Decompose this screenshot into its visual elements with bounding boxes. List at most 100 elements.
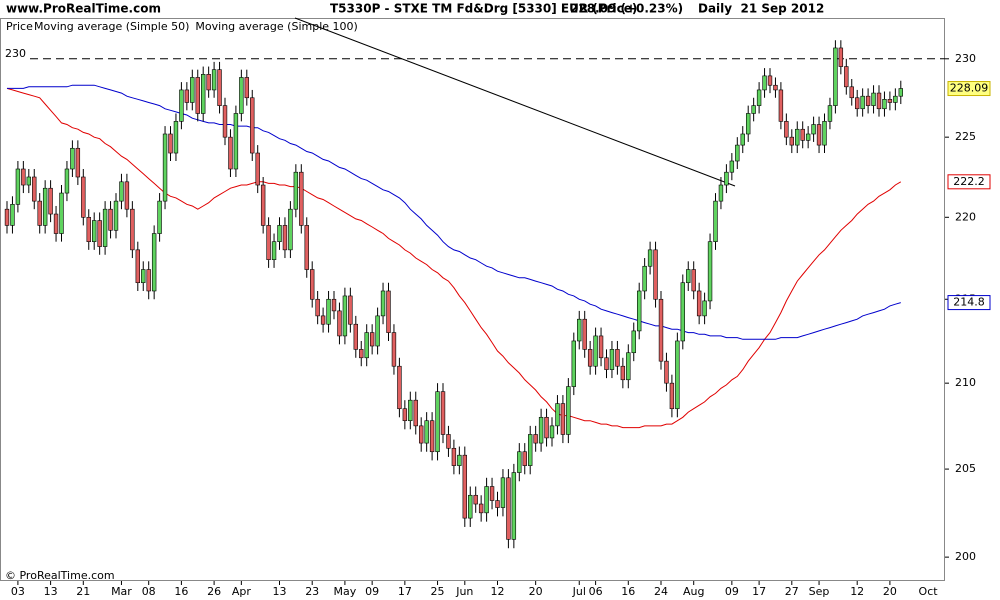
candle-body bbox=[707, 241, 713, 302]
candle-body bbox=[544, 416, 549, 439]
candle-body bbox=[587, 349, 593, 367]
candle-body bbox=[462, 454, 467, 519]
candle-body bbox=[669, 382, 675, 410]
candle-body bbox=[141, 269, 146, 284]
candle-body bbox=[636, 290, 642, 332]
candle-body bbox=[135, 249, 140, 284]
candle-body bbox=[369, 332, 375, 347]
candle-body bbox=[348, 295, 353, 325]
candle-body bbox=[773, 84, 778, 91]
candle-body bbox=[615, 349, 620, 367]
candle-body bbox=[506, 477, 511, 540]
candle-body bbox=[206, 74, 211, 91]
candle-body bbox=[86, 216, 91, 242]
candle-body bbox=[81, 176, 86, 218]
candle-body bbox=[626, 352, 631, 381]
candle-body bbox=[882, 99, 887, 110]
x-tick-label: 25 bbox=[431, 585, 445, 598]
candle-body bbox=[533, 434, 538, 444]
period: Daily 21 Sep 2012 bbox=[698, 2, 824, 16]
candle-body bbox=[658, 298, 664, 362]
candle-body bbox=[337, 310, 342, 337]
candle-body bbox=[315, 298, 320, 317]
candle-body bbox=[397, 365, 402, 410]
candle-body bbox=[489, 486, 495, 501]
candle-body bbox=[4, 208, 10, 226]
candle-body bbox=[865, 95, 871, 106]
ma-line bbox=[7, 84, 901, 340]
y-tick-label: 205 bbox=[955, 462, 976, 475]
price-tag-label: 222.2 bbox=[953, 175, 985, 188]
candle-body bbox=[70, 147, 75, 170]
candle-body bbox=[833, 47, 838, 106]
candle-body bbox=[609, 349, 615, 370]
candle-body bbox=[124, 181, 130, 210]
candle-body bbox=[555, 403, 560, 427]
x-tick-label: Apr bbox=[232, 585, 252, 598]
legend-entry: Moving average (Simple 50) bbox=[34, 20, 189, 33]
candle-body bbox=[604, 357, 609, 370]
candle-body bbox=[201, 74, 206, 114]
candle-body bbox=[162, 133, 168, 202]
x-tick-label: 13 bbox=[44, 585, 58, 598]
candle-body bbox=[844, 66, 849, 88]
candle-body bbox=[37, 200, 42, 226]
candle-body bbox=[92, 220, 97, 242]
y-tick-label: 230 bbox=[955, 52, 976, 65]
candle-body bbox=[751, 105, 756, 114]
candle-body bbox=[108, 208, 113, 231]
candle-body bbox=[266, 225, 271, 260]
candle-body bbox=[571, 340, 577, 387]
candle-body bbox=[429, 420, 435, 453]
candle-body bbox=[620, 365, 626, 381]
candle-body bbox=[15, 168, 21, 205]
candle-body bbox=[686, 269, 691, 284]
candle-body bbox=[854, 97, 860, 110]
x-tick-label: 13 bbox=[273, 585, 287, 598]
x-tick-label: 08 bbox=[142, 585, 156, 598]
candle-body bbox=[282, 225, 288, 251]
x-tick-label: 16 bbox=[174, 585, 188, 598]
candle-body bbox=[762, 75, 767, 91]
candle-body bbox=[500, 477, 506, 508]
candle-body bbox=[293, 171, 299, 210]
candle-body bbox=[386, 290, 391, 333]
candle-body bbox=[435, 391, 440, 453]
candle-body bbox=[527, 434, 533, 466]
x-tick-label: 12 bbox=[491, 585, 505, 598]
candle-body bbox=[582, 318, 587, 350]
candle-body bbox=[42, 187, 48, 226]
candle-body bbox=[277, 225, 282, 242]
site-name: www.ProRealTime.com bbox=[6, 2, 161, 16]
candle-body bbox=[517, 451, 522, 473]
candle-body bbox=[478, 503, 484, 514]
candle-body bbox=[729, 160, 735, 173]
candle-body bbox=[756, 89, 762, 106]
candle-body bbox=[484, 486, 489, 514]
x-tick-label: 06 bbox=[589, 585, 603, 598]
candle-body bbox=[593, 335, 598, 367]
candle-body bbox=[631, 330, 636, 354]
candle-body bbox=[271, 241, 277, 260]
x-tick-label: Aug bbox=[683, 585, 704, 598]
candle-body bbox=[860, 95, 865, 110]
candle-body bbox=[511, 472, 517, 540]
candle-body bbox=[713, 200, 718, 242]
candle-body bbox=[359, 349, 364, 359]
candle-body bbox=[10, 204, 15, 226]
candle-body bbox=[288, 208, 293, 251]
candle-body bbox=[691, 269, 696, 292]
price-tag bbox=[947, 81, 991, 97]
candle-body bbox=[380, 290, 386, 317]
ma-line bbox=[6, 87, 902, 429]
x-tick-label: 20 bbox=[529, 585, 543, 598]
candle-body bbox=[702, 300, 707, 317]
legend-entry: Moving average (Simple 100) bbox=[195, 20, 357, 33]
candle-body bbox=[217, 69, 222, 106]
candle-body bbox=[59, 192, 64, 234]
candle-body bbox=[451, 447, 457, 466]
reference-label: 230 bbox=[5, 47, 26, 60]
x-tick-label: 24 bbox=[654, 585, 668, 598]
